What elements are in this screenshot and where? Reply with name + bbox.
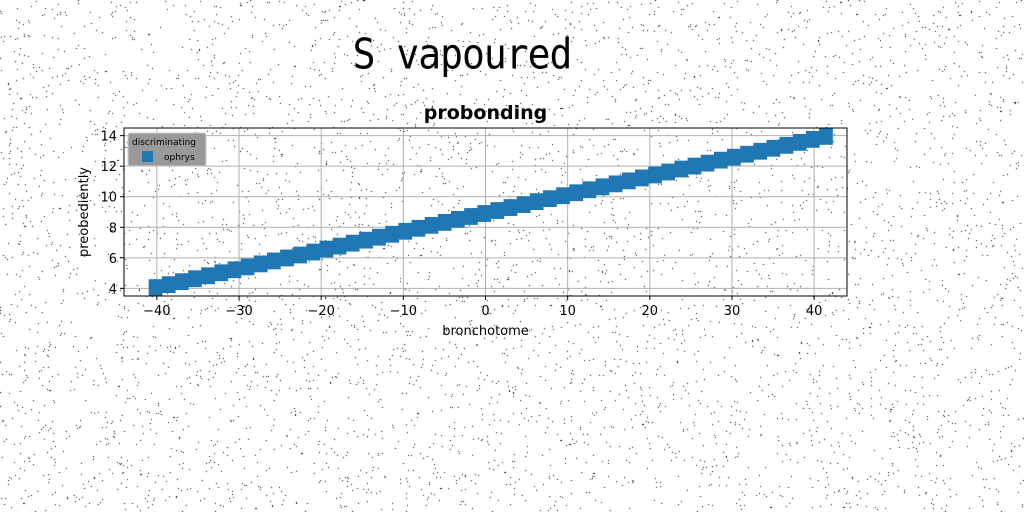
bar-ophrys: [306, 243, 321, 261]
bar-ophrys: [766, 139, 781, 157]
chart-title: probonding: [424, 102, 547, 124]
x-tick-label: 30: [724, 304, 741, 319]
bar-ophrys: [713, 151, 728, 169]
bar-ophrys: [727, 148, 741, 166]
x-tick-label: −10: [390, 304, 417, 319]
bar-ophrys: [819, 128, 833, 145]
bar-ophrys: [385, 225, 400, 243]
y-tick-label: 8: [109, 221, 117, 236]
x-tick-label: 10: [559, 304, 576, 319]
y-tick-label: 4: [109, 282, 117, 297]
bar-ophrys: [227, 261, 242, 279]
bar-ophrys: [253, 255, 268, 273]
bar-ophrys: [805, 130, 820, 148]
bar-ophrys: [358, 231, 373, 249]
x-tick-label: 20: [642, 304, 659, 319]
bar-ophrys: [635, 169, 649, 187]
bar-ophrys: [345, 234, 360, 252]
y-tick-label: 14: [100, 130, 117, 145]
bar-ophrys: [174, 273, 189, 291]
bar-ophrys: [621, 172, 636, 190]
y-tick-label: 6: [109, 252, 117, 267]
bar-ophrys: [753, 142, 768, 160]
legend-swatch-ophrys: [142, 151, 153, 162]
bar-ophrys: [556, 187, 570, 205]
bar-ophrys: [372, 228, 386, 246]
bar-ophrys: [648, 166, 662, 184]
bar-ophrys: [266, 252, 281, 270]
y-tick-label: 12: [100, 160, 117, 175]
bar-ophrys: [792, 133, 807, 151]
bar-ophrys: [503, 199, 518, 216]
bar-ophrys: [464, 208, 478, 225]
bar-ophrys: [490, 202, 505, 219]
bar-ophrys: [437, 213, 452, 231]
bar-ophrys: [161, 276, 176, 294]
bar-ophrys: [477, 205, 492, 222]
series-ophrys: [148, 128, 833, 296]
bar-ophrys: [450, 211, 465, 228]
bar-ophrys: [595, 178, 610, 196]
bar-ophrys: [148, 279, 163, 296]
x-tick-label: −30: [225, 304, 252, 319]
bar-ophrys: [779, 136, 794, 154]
bar-ophrys: [398, 222, 413, 240]
bar-ophrys: [201, 267, 215, 285]
grid-layer: [124, 128, 847, 296]
bar-ophrys: [214, 264, 229, 282]
bar-ophrys: [516, 196, 531, 214]
bar-ophrys: [608, 175, 623, 193]
bar-ophrys: [332, 237, 347, 255]
figure-suptitle: S vapoured: [352, 29, 573, 79]
bar-ophrys: [319, 240, 334, 258]
bar-ophrys: [529, 193, 544, 211]
legend: discriminating ophrys: [127, 132, 207, 167]
bar-ophrys: [240, 258, 255, 276]
bar-ophrys: [543, 190, 557, 208]
x-tick-label: 0: [481, 304, 489, 319]
x-tick-label: −20: [307, 304, 334, 319]
x-axis-label: bronchotome: [442, 324, 529, 339]
y-axis-label: preobediently: [77, 167, 92, 257]
bar-ophrys: [661, 163, 676, 181]
bar-ophrys: [411, 219, 426, 237]
bar-ophrys: [700, 154, 715, 172]
bar-ophrys: [188, 270, 202, 288]
y-tick-label: 10: [100, 191, 117, 206]
legend-title: discriminating: [132, 138, 196, 148]
x-tick-label: 40: [806, 304, 823, 319]
bar-ophrys: [740, 145, 754, 163]
bar-ophrys: [582, 181, 597, 199]
ticks-layer: −40 −30 −20 −10 0 10 20 30 40 4 6 8 10 12 14: [100, 130, 822, 319]
bar-ophrys: [687, 157, 702, 175]
bar-ophrys: [280, 249, 294, 267]
legend-label-ophrys: ophrys: [164, 153, 195, 163]
bar-ophrys: [569, 184, 584, 202]
bar-ophrys: [674, 160, 689, 178]
x-tick-label: −40: [143, 304, 170, 319]
bar-ophrys: [293, 246, 307, 264]
bar-ophrys: [424, 216, 439, 234]
